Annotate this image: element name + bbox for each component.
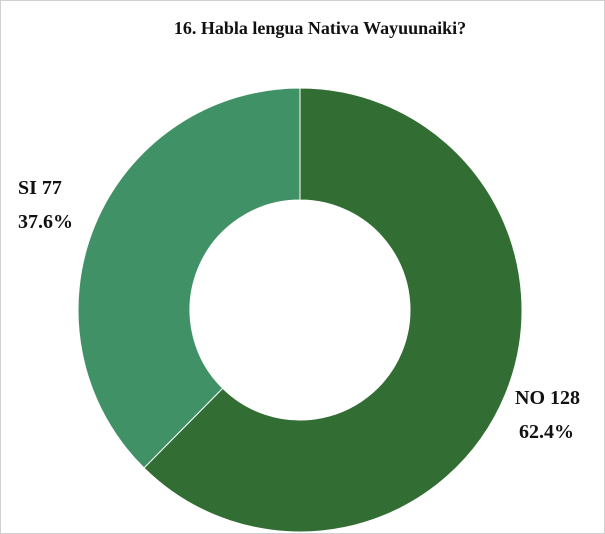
category-label: SI 77 bbox=[18, 177, 62, 199]
chart-title: 16. Habla lengua Nativa Wayuunaiki? bbox=[174, 18, 466, 38]
value-label: 37.6% bbox=[18, 211, 73, 233]
slices bbox=[77, 87, 523, 533]
count-label: 77 bbox=[42, 177, 62, 199]
count-label: 128 bbox=[550, 387, 580, 409]
labels: NO 128 62.4% SI 77 37.6% bbox=[18, 177, 580, 443]
category-name: NO bbox=[515, 387, 545, 409]
category-name: SI bbox=[18, 177, 37, 199]
value-label: 62.4% bbox=[519, 421, 574, 443]
category-label: NO 128 bbox=[515, 387, 580, 409]
slice bbox=[77, 87, 301, 469]
slice bbox=[143, 87, 523, 533]
